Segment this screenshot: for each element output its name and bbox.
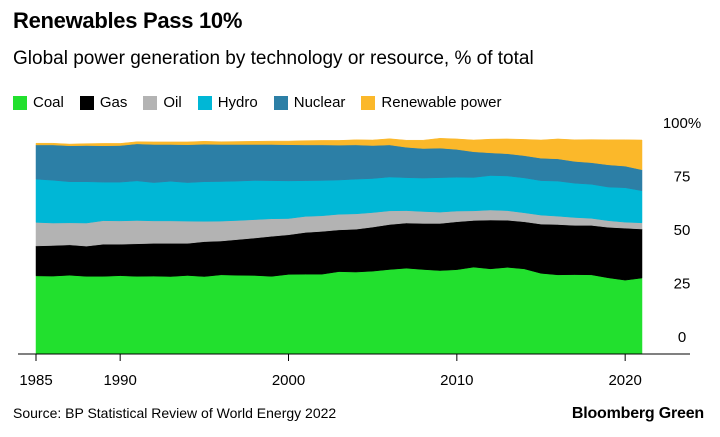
x-tick-label-1985: 1985 [19,372,52,389]
x-tick-label-2000: 2000 [272,372,305,389]
y-tick-label-0: 0 [678,329,686,346]
legend-swatch-renewable-power [361,95,376,110]
legend-item-oil: Oil [143,94,182,111]
legend-item-renewable-power: Renewable power [361,94,502,111]
legend-item-coal: Coal [13,94,64,111]
y-tick-label-100: 100% [663,115,701,132]
chart-title: Renewables Pass 10% [13,8,243,33]
legend-label-nuclear: Nuclear [293,94,346,111]
x-tick-label-2020: 2020 [608,372,641,389]
legend-label-oil: Oil [163,94,182,111]
legend-label-hydro: Hydro [217,94,258,111]
legend-swatch-nuclear [273,95,288,110]
legend-item-gas: Gas [79,94,128,111]
legend-swatch-hydro [197,95,212,110]
x-tick-label-1990: 1990 [103,372,136,389]
legend-label-coal: Coal [33,94,64,111]
legend-label-gas: Gas [99,94,128,111]
legend-label-renewable-power: Renewable power [381,94,502,111]
y-tick-label-75: 75 [674,169,691,186]
legend: Coal Gas Oil Hydro Nuclear Renewable pow… [13,94,518,111]
chart-subtitle: Global power generation by technology or… [13,48,534,69]
legend-item-hydro: Hydro [197,94,258,111]
legend-swatch-coal [13,95,27,110]
legend-item-nuclear: Nuclear [273,94,346,111]
legend-swatch-gas [79,95,94,110]
legend-swatch-oil [143,95,158,110]
y-tick-label-25: 25 [674,276,691,293]
area-coal [35,266,643,355]
area-renewable-power [35,138,643,171]
source-note: Source: BP Statistical Review of World E… [13,405,337,421]
y-tick-label-50: 50 [674,222,691,239]
brand-logo: Bloomberg Green [571,405,704,422]
x-tick-label-2010: 2010 [440,372,473,389]
